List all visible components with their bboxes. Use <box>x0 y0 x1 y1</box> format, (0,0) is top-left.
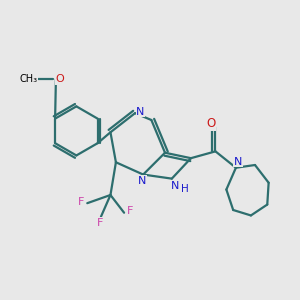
Text: F: F <box>78 197 85 207</box>
Text: CH₃: CH₃ <box>20 74 38 83</box>
Text: O: O <box>206 117 215 130</box>
Text: F: F <box>127 206 133 216</box>
Text: N: N <box>138 176 146 185</box>
Text: N: N <box>234 157 242 167</box>
Text: F: F <box>97 218 103 228</box>
Text: H: H <box>181 184 189 194</box>
Text: O: O <box>56 74 64 84</box>
Text: N: N <box>171 181 179 191</box>
Text: N: N <box>136 107 145 117</box>
